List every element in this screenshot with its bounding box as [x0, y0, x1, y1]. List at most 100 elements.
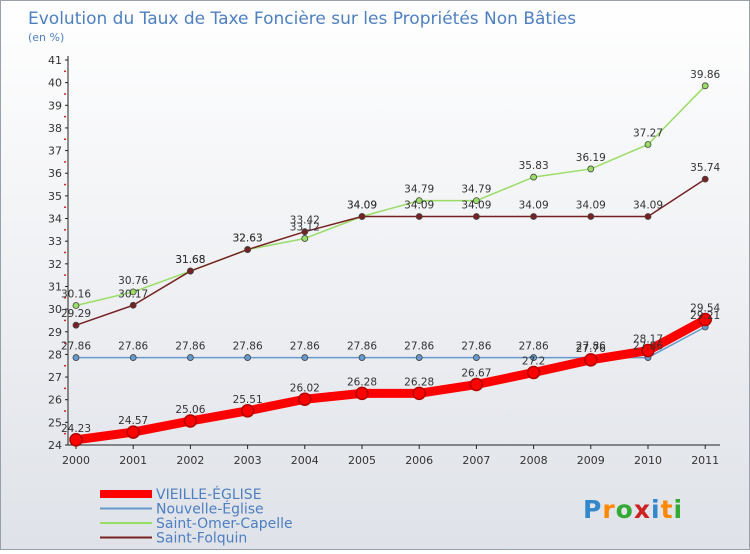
y-tick-label: 40	[48, 77, 62, 90]
data-label: 34.09	[519, 199, 549, 211]
data-label: 34.79	[404, 184, 434, 196]
series-point	[298, 392, 312, 407]
series-point	[472, 354, 480, 361]
series-point	[530, 213, 537, 220]
series-point	[129, 301, 137, 309]
x-tick-label: 2010	[634, 454, 662, 467]
data-labels-layer: 27.86 27.86 27.86 27.86 27.86 27.86 27.86 27.86…	[61, 69, 721, 435]
data-label: 30.16	[61, 288, 91, 300]
y-tick-label: 28	[48, 348, 62, 361]
legend: VIEILLE-ÉGLISENouvelle-ÉgliseSaint-Omer-…	[100, 486, 293, 547]
series-point	[526, 365, 541, 380]
y-tick-label: 39	[48, 99, 62, 112]
data-label: 26.28	[347, 376, 377, 388]
series-point	[129, 354, 137, 361]
data-label: 27.86	[175, 341, 205, 353]
legend-label: Saint-Folquin	[156, 531, 247, 547]
data-label: 25.06	[175, 404, 205, 416]
logo-letter: x	[634, 495, 651, 524]
series-point	[301, 235, 309, 242]
data-label: 24.23	[61, 423, 91, 435]
proxiti-logo: Proxiti	[583, 495, 683, 524]
logo-letter: P	[583, 495, 602, 524]
x-tick-label: 2002	[176, 454, 204, 467]
data-label: 32.63	[233, 233, 263, 245]
legend-label: Saint-Omer-Capelle	[156, 516, 293, 532]
data-label: 33.42	[290, 215, 320, 227]
data-label: 26.02	[290, 382, 320, 394]
data-label: 27.86	[519, 341, 549, 353]
data-label: 29.21	[690, 310, 720, 322]
series-layer	[69, 82, 712, 447]
y-tick-label: 30	[48, 303, 62, 316]
data-label: 27.86	[118, 341, 148, 353]
y-tick-label: 36	[48, 167, 62, 180]
data-label: 30.76	[118, 275, 148, 287]
x-tick-label: 2005	[348, 454, 376, 467]
series-point	[126, 425, 140, 439]
y-tick-label: 25	[48, 416, 62, 429]
logo-letter: t	[661, 495, 674, 524]
data-label: 24.57	[118, 415, 148, 427]
data-label: 34.09	[404, 199, 434, 211]
y-tick-label: 41	[48, 54, 62, 67]
axes: 24 25 26 27 28 29 30 31 32 33 34 35 36 37 38 39 40 41 2000…	[48, 54, 720, 467]
data-label: 27.86	[233, 341, 263, 353]
legend-label: VIEILLE-ÉGLISE	[156, 486, 262, 503]
series-point	[129, 288, 137, 296]
y-tick-label: 35	[48, 190, 62, 203]
logo-letter: i	[651, 495, 661, 524]
series-point	[415, 213, 423, 220]
series-point	[186, 354, 194, 361]
series-point	[301, 228, 309, 236]
series-point	[698, 312, 712, 327]
data-label: 27.2	[522, 356, 545, 368]
x-tick-label: 2004	[291, 454, 319, 467]
data-label: 39.86	[690, 69, 720, 81]
series-point	[701, 175, 709, 183]
legend-label: Nouvelle-Église	[156, 501, 264, 518]
series-point	[644, 213, 652, 220]
series-point	[701, 82, 709, 90]
logo-text: Proxiti	[583, 495, 683, 524]
y-tick-label: 31	[48, 280, 62, 293]
series-point	[244, 354, 252, 361]
series-point	[415, 197, 423, 205]
logo-letter: i	[674, 495, 684, 524]
series-point	[641, 343, 655, 358]
y-tick-label: 34	[48, 213, 62, 226]
data-label: 27.86	[404, 341, 434, 353]
data-label: 27.76	[576, 343, 606, 355]
series-line	[75, 178, 706, 326]
y-tick-label: 32	[48, 258, 62, 271]
series-point	[587, 165, 595, 173]
series-point	[472, 197, 480, 205]
data-label: 31.68	[175, 254, 205, 266]
series-point	[72, 321, 80, 329]
y-tick-label: 38	[48, 122, 62, 135]
data-label: 26.67	[461, 368, 491, 380]
data-label: 32.63	[233, 233, 263, 245]
y-tick-label: 24	[48, 439, 62, 452]
data-label: 31.68	[175, 254, 205, 266]
data-label: 37.27	[633, 127, 663, 139]
y-tick-label: 37	[48, 145, 62, 158]
x-tick-label: 2000	[62, 454, 90, 467]
data-label: 34.09	[347, 199, 377, 211]
series-point	[415, 354, 423, 361]
series-point	[186, 267, 194, 275]
series-point	[358, 354, 366, 361]
series-line	[75, 85, 706, 307]
series-point	[530, 173, 537, 181]
series-point	[301, 354, 309, 361]
data-label: 30.17	[118, 288, 148, 300]
series-point	[472, 213, 480, 220]
series-point	[584, 353, 598, 367]
logo-letter: r	[602, 495, 615, 524]
x-tick-label: 2001	[119, 454, 147, 467]
series-point	[244, 246, 252, 253]
data-label: 34.79	[461, 184, 491, 196]
series-point	[355, 386, 369, 401]
data-label: 27.86	[347, 341, 377, 353]
